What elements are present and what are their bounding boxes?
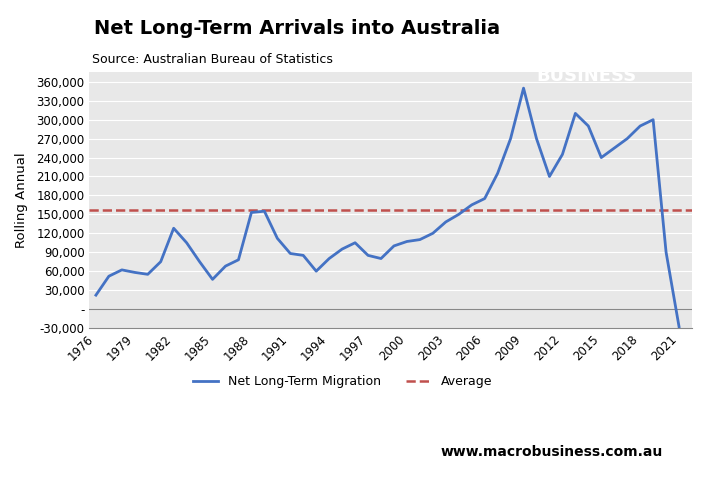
Text: MACRO: MACRO <box>550 37 624 55</box>
Text: Source: Australian Bureau of Statistics: Source: Australian Bureau of Statistics <box>92 53 332 65</box>
Text: BUSINESS: BUSINESS <box>537 67 637 86</box>
Text: www.macrobusiness.com.au: www.macrobusiness.com.au <box>440 445 662 459</box>
Text: Net Long-Term Arrivals into Australia: Net Long-Term Arrivals into Australia <box>94 19 500 38</box>
Legend: Net Long-Term Migration, Average: Net Long-Term Migration, Average <box>188 370 497 393</box>
Y-axis label: Rolling Annual: Rolling Annual <box>15 152 28 248</box>
